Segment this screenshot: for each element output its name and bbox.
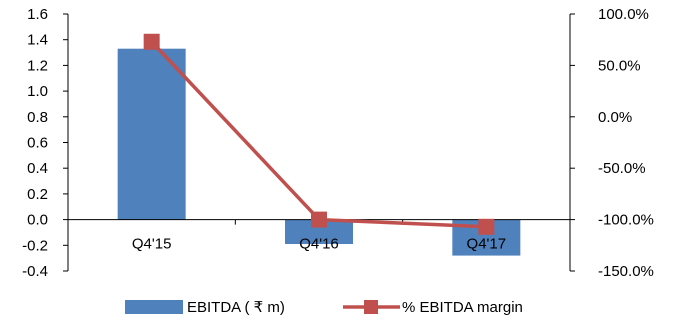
right-tick-label: -150.0% [598,263,654,280]
right-tick-label: 100.0% [598,6,649,23]
left-tick-label: 0.0 [27,212,48,229]
right-tick-label: -100.0% [598,212,654,229]
right-tick-label: 50.0% [598,57,641,74]
left-tick-label: 0.8 [27,109,48,126]
left-tick-label: 0.2 [27,186,48,203]
category-label: Q4'15 [132,236,172,253]
left-tick-label: -0.2 [22,237,48,254]
legend-label-margin: % EBITDA margin [402,299,523,316]
right-tick-label: 0.0% [598,109,632,126]
left-tick-label: 1.0 [27,83,48,100]
legend-marker-margin [364,300,378,314]
category-label: Q4'16 [299,236,339,253]
right-axis: 100.0% 50.0% 0.0% -50.0% -100.0% -150.0% [569,6,654,280]
left-tick-label: 1.6 [27,6,48,23]
left-tick-label: 0.6 [27,135,48,152]
left-axis: 1.6 1.4 1.2 1.0 0.8 0.6 0.4 0.2 0.0 -0.2 -0.4 [22,6,69,280]
left-tick-label: 0.4 [27,160,48,177]
margin-point [311,211,327,228]
left-tick-label: 1.2 [27,57,48,74]
margin-point [143,33,160,50]
category-label: Q4'17 [467,236,507,253]
left-tick-label: 1.4 [27,32,48,49]
line-series [143,33,495,235]
bar [117,48,186,220]
left-tick-label: -0.4 [22,263,48,280]
legend-label-ebitda: EBITDA ( ₹ m) [187,299,285,316]
legend: EBITDA ( ₹ m) % EBITDA margin [125,299,523,316]
right-tick-label: -50.0% [598,160,646,177]
margin-point [478,218,495,235]
legend-swatch-ebitda [125,300,183,314]
margin-line [150,40,487,229]
